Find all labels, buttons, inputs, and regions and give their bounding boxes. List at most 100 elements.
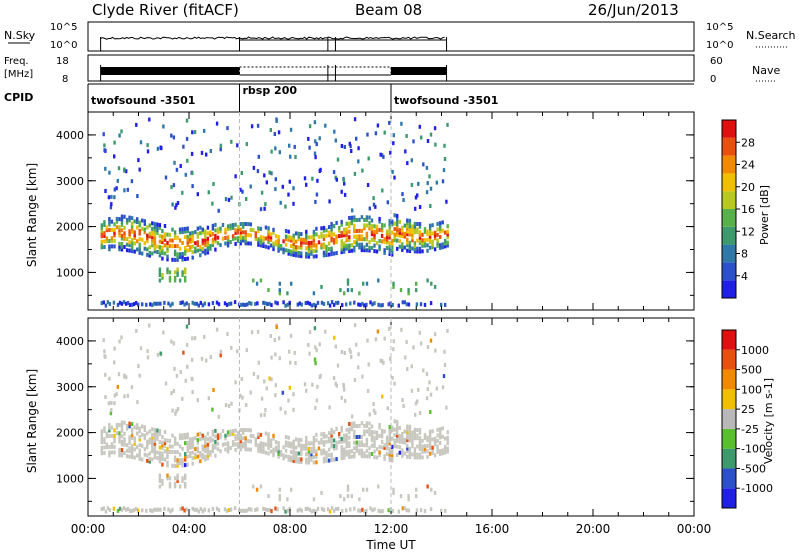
velocity-cell — [151, 432, 154, 437]
power-cell — [373, 235, 376, 240]
power-cell — [351, 208, 354, 213]
power-cell — [373, 232, 376, 237]
power-cell — [172, 183, 176, 188]
power-cell — [292, 244, 295, 249]
velocity-cell — [108, 425, 111, 430]
power-cell — [297, 245, 300, 250]
power-cell — [118, 225, 121, 230]
power-cell — [423, 302, 427, 307]
power-cell — [431, 245, 434, 250]
velocity-cell — [130, 433, 134, 438]
velocity-cell — [252, 484, 255, 489]
power-cell — [381, 188, 384, 193]
power-cell — [219, 243, 222, 248]
velocity-cell — [365, 437, 369, 442]
velocity-cell — [307, 446, 311, 451]
cpid-segment-label: rbsp 200 — [243, 84, 298, 97]
velocity-cell — [385, 441, 389, 445]
velocity-cell — [330, 506, 334, 511]
power-cell — [118, 244, 121, 249]
velocity-cell — [171, 463, 174, 468]
velocity-cell — [277, 443, 280, 448]
power-cell — [400, 121, 403, 126]
velocity-cell — [332, 508, 336, 513]
velocity-cell — [240, 377, 243, 381]
power-cell — [325, 233, 328, 238]
power-cell — [157, 301, 160, 306]
power-cell — [401, 192, 404, 197]
velocity-cell — [345, 436, 348, 441]
power-cell — [153, 301, 156, 306]
power-cell — [168, 238, 172, 243]
velocity-cell — [191, 445, 194, 450]
velocity-cell — [343, 455, 346, 460]
velocity-cell — [335, 440, 338, 445]
velocity-cell — [388, 447, 391, 451]
power-cell — [262, 244, 265, 248]
power-cell — [103, 220, 106, 225]
velocity-cell — [416, 444, 419, 449]
power-cell — [312, 235, 316, 240]
power-cell — [108, 247, 111, 252]
velocity-cell — [312, 449, 316, 454]
power-cell — [267, 231, 270, 236]
velocity-cell — [377, 484, 380, 489]
power-cell — [173, 230, 177, 235]
power-cell — [406, 218, 409, 223]
velocity-cell — [214, 439, 217, 444]
power-cell — [335, 240, 338, 245]
velocity-cell — [125, 426, 129, 431]
colorbar-segment — [722, 262, 736, 281]
power-cell — [315, 232, 318, 237]
power-cell — [287, 251, 290, 256]
power-cell — [186, 229, 189, 234]
power-cell — [375, 224, 379, 229]
velocity-cell — [161, 462, 164, 467]
power-cell — [436, 243, 439, 248]
power-cell — [184, 267, 187, 272]
velocity-cell — [320, 437, 323, 442]
velocity-cell — [396, 439, 399, 444]
power-cell — [350, 248, 353, 253]
velocity-cell — [408, 455, 412, 459]
velocity-cell — [315, 460, 318, 465]
power-cell — [388, 243, 391, 248]
velocity-cell — [219, 349, 223, 354]
power-cell — [340, 247, 343, 252]
power-cell — [355, 240, 358, 244]
velocity-cell — [375, 447, 379, 452]
power-cell — [348, 141, 351, 146]
freq-trace — [100, 65, 448, 81]
velocity-cell — [287, 454, 290, 459]
power-cell — [303, 176, 307, 181]
velocity-cell — [211, 429, 215, 434]
velocity-cell — [282, 456, 285, 461]
power-cell — [386, 200, 389, 205]
y-tick-label: 2000 — [56, 427, 84, 440]
velocity-cell — [290, 487, 293, 492]
power-cell — [290, 238, 293, 243]
power-cell — [204, 232, 207, 237]
power-cell — [130, 246, 134, 251]
power-cell — [315, 246, 318, 251]
velocity-cell — [130, 455, 134, 460]
velocity-cell — [421, 455, 424, 460]
velocity-cell — [226, 332, 229, 337]
velocity-cell — [320, 451, 323, 456]
velocity-cell — [335, 457, 338, 462]
velocity-cell — [260, 396, 264, 401]
power-cell — [307, 240, 311, 245]
velocity-cell — [267, 446, 270, 450]
velocity-cell — [277, 451, 280, 456]
velocity-cell — [237, 433, 240, 438]
power-cell — [334, 300, 338, 305]
velocity-cell — [426, 387, 429, 392]
velocity-cell — [100, 507, 103, 512]
velocity-cell — [163, 506, 166, 511]
velocity-cell — [408, 438, 412, 443]
power-cell — [116, 302, 120, 307]
velocity-cell — [345, 433, 348, 438]
velocity-cell — [239, 428, 242, 433]
power-cell — [353, 218, 356, 223]
velocity-cell — [349, 350, 352, 355]
